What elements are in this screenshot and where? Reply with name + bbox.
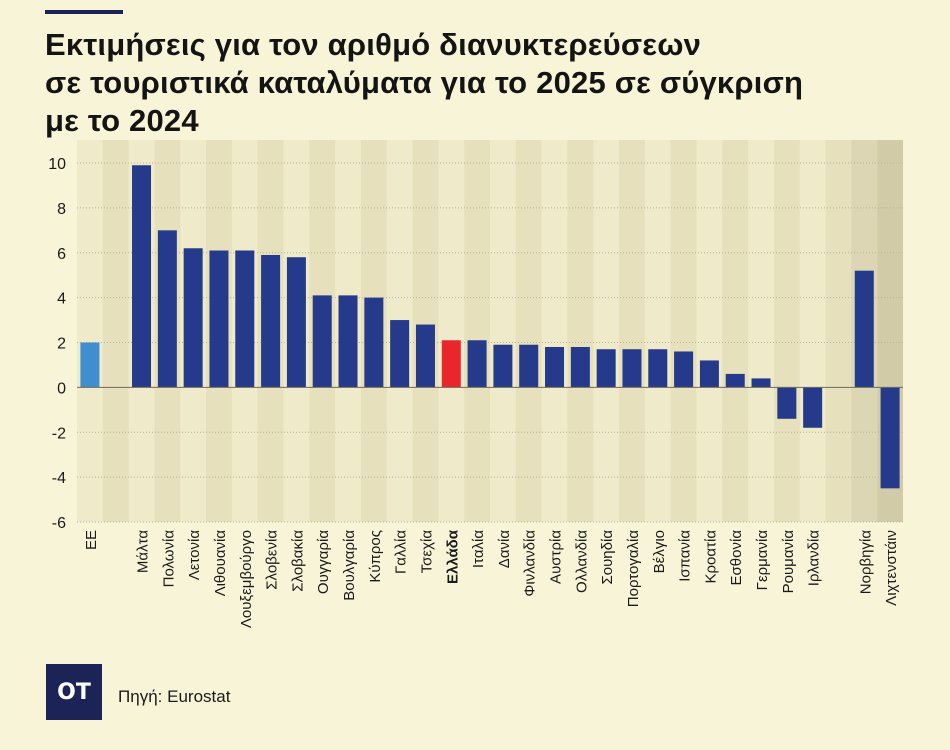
column-stripe [619,140,645,522]
y-tick-label: 6 [57,246,66,263]
category-label: Ιταλία [470,530,487,568]
bar [622,349,642,388]
y-tick-label: 0 [57,380,66,397]
bar [286,257,306,388]
category-label: Λουξεμβούργο [238,530,255,628]
publisher-logo: OT [46,664,102,720]
category-label: Σλοβακία [289,530,306,592]
column-stripe [464,140,490,522]
bar [777,387,797,419]
category-label: Βουλγαρία [341,530,358,601]
bar [570,346,590,388]
y-tick-label: -2 [52,425,66,442]
category-label: Βέλγιο [651,530,668,573]
category-label: Ρουμανία [780,530,797,594]
category-label: Πορτογαλία [625,530,642,608]
column-stripe [670,140,697,522]
bar [803,387,823,428]
bar [854,270,874,388]
category-label: Φινλανδία [522,530,539,597]
bar [441,340,461,388]
category-label: Κύπρος [367,530,384,583]
y-tick-label: 8 [57,201,66,218]
chart-title: Εκτιμήσεις για τον αριθμό διανυκτερεύσεω… [45,26,925,140]
bar [467,340,487,388]
category-label: Τσεχία [418,530,435,574]
category-label: Ολλανδία [573,530,590,593]
category-label: Αυστρία [548,530,565,584]
category-label: Γαλλία [393,530,410,574]
column-stripe [102,140,129,522]
logo-text: OT [57,679,91,705]
column-stripe [515,140,542,522]
bar [390,320,410,388]
bar [415,324,435,388]
bar [725,373,745,388]
bar [364,297,384,388]
category-label: Ιρλανδία [806,530,823,587]
y-tick-label: 10 [48,156,66,173]
category-label: Σουηδία [599,530,616,585]
y-tick-label: 2 [57,336,66,353]
category-label: Σλοβενία [264,530,281,590]
title-accent-rule [45,10,123,14]
bar [751,378,771,388]
bar [493,344,513,388]
y-tick-label: -6 [52,515,66,532]
category-label: Γερμανία [754,530,771,591]
category-label: Ισπανία [677,530,694,582]
chart-title-line: σε τουριστικά καταλύματα για το 2025 σε … [45,65,804,100]
bar [80,342,100,388]
bar [261,254,281,388]
bar [596,349,616,388]
column-stripe [567,140,594,522]
bar [699,360,719,388]
column-stripe [722,140,749,522]
category-label: Μάλτα [135,530,152,573]
chart-title-line: με το 2024 [45,103,199,138]
category-label: Λετονία [186,530,203,581]
category-label: Νορβηγία [857,530,874,595]
bar [183,248,203,388]
y-tick-label: -4 [52,470,66,487]
category-label: Κροατία [702,530,719,584]
bar [674,351,694,388]
category-label: Πολωνία [160,530,177,588]
bar [880,387,900,489]
column-stripe [773,140,800,522]
category-label: Λιθουανία [212,530,229,597]
category-label: Εσθονία [728,530,745,586]
bar [519,344,539,388]
column-stripe [825,140,852,522]
bar [209,250,229,388]
chart-title-line: Εκτιμήσεις για τον αριθμό διανυκτερεύσεω… [45,27,702,62]
category-label: Λιχτενστάιν [883,530,900,606]
bar [648,349,668,388]
category-label: ΕΕ [83,530,100,550]
category-label: Δανία [496,530,513,569]
bar [338,295,358,388]
bar [132,165,152,388]
source-note: Πηγή: Eurostat [118,687,231,706]
y-tick-label: 4 [57,291,66,308]
bar [545,346,565,388]
bar [157,230,177,388]
category-label: Ελλάδα [444,529,461,584]
bar [312,295,332,388]
category-label: Ουγγαρία [315,530,332,594]
bar [235,250,255,388]
